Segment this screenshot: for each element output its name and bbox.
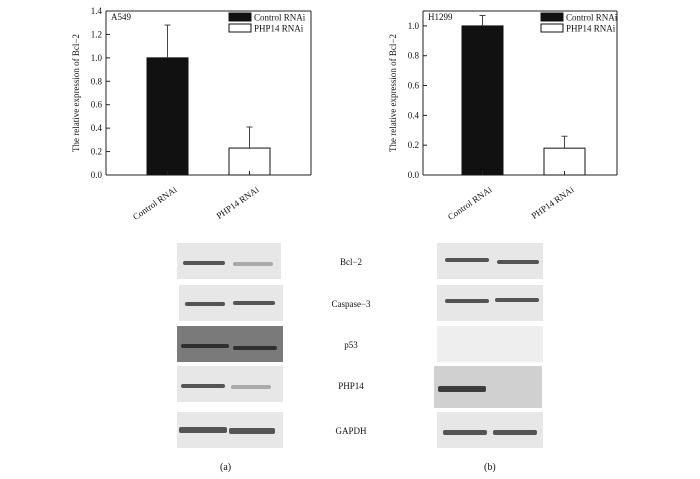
blot-b-gapdh xyxy=(437,412,543,448)
y-tick-label: 0.6 xyxy=(408,81,420,91)
band xyxy=(183,261,225,265)
bar xyxy=(146,57,189,176)
blot-a-p53 xyxy=(177,326,283,362)
band xyxy=(181,344,229,348)
band xyxy=(179,427,227,433)
panel-label-a: (a) xyxy=(220,462,232,473)
x-tick-label: PHP14 RNAi xyxy=(215,184,261,221)
y-tick-label: 0.8 xyxy=(91,76,103,86)
band xyxy=(233,301,275,305)
band xyxy=(185,302,225,306)
legend-swatch xyxy=(540,23,564,33)
y-tick-label: 0.6 xyxy=(91,100,103,110)
legend-label: PHP14 RNAi xyxy=(254,24,304,34)
legend-swatch xyxy=(540,12,564,22)
protein-label-p53: p53 xyxy=(344,340,358,350)
legend-label: PHP14 RNAi xyxy=(566,24,616,34)
band xyxy=(229,428,275,434)
blot-a-caspase3 xyxy=(179,285,283,321)
y-tick-label: 0.0 xyxy=(91,170,103,180)
protein-label-caspase3: Caspase−3 xyxy=(331,299,371,309)
protein-label-php14: PHP14 xyxy=(338,381,364,391)
legend-swatch xyxy=(228,23,252,33)
blot-b-bcl2 xyxy=(437,243,543,279)
y-tick-label: 0.8 xyxy=(408,51,420,61)
panel-cell-line-label: H1299 xyxy=(428,12,453,22)
band xyxy=(495,298,539,302)
y-tick-label: 1.4 xyxy=(91,6,103,16)
y-axis-label: The relative expression of Bcl−2 xyxy=(71,34,81,152)
y-tick-label: 1.2 xyxy=(91,29,102,39)
legend-label: Control RNAi xyxy=(254,13,306,23)
bar xyxy=(461,25,504,176)
blot-b-p53 xyxy=(437,326,543,362)
panel-label-b: (b) xyxy=(484,462,496,473)
blot-a-gapdh xyxy=(177,412,283,448)
legend-label: Control RNAi xyxy=(566,13,618,23)
bar xyxy=(228,147,271,176)
panel-cell-line-label: A549 xyxy=(111,12,131,22)
y-tick-label: 0.2 xyxy=(408,140,419,150)
y-tick-label: 1.0 xyxy=(91,53,103,63)
band xyxy=(233,262,273,266)
y-tick-label: 0.4 xyxy=(408,110,420,120)
band xyxy=(493,430,537,435)
band xyxy=(231,385,271,389)
y-tick-label: 0.4 xyxy=(91,123,103,133)
blot-b-php14 xyxy=(434,366,542,408)
band xyxy=(181,384,225,388)
y-tick-label: 1.0 xyxy=(408,21,420,31)
y-tick-label: 0.0 xyxy=(408,170,420,180)
y-tick-label: 0.2 xyxy=(91,147,102,157)
x-tick-label: Control RNAi xyxy=(446,184,494,222)
band xyxy=(497,260,539,264)
band xyxy=(233,346,277,350)
protein-label-bcl2: Bcl−2 xyxy=(339,257,363,267)
y-axis-label: The relative expression of Bcl−2 xyxy=(388,34,398,152)
band xyxy=(445,299,489,303)
blot-a-php14 xyxy=(177,366,283,402)
x-tick-label: Control RNAi xyxy=(131,184,179,222)
legend-swatch xyxy=(228,12,252,22)
band xyxy=(438,386,486,392)
x-tick-label: PHP14 RNAi xyxy=(530,184,576,221)
protein-label-gapdh: GAPDH xyxy=(335,426,367,436)
band xyxy=(445,258,489,262)
band xyxy=(443,430,487,435)
blot-b-caspase3 xyxy=(437,285,543,321)
blot-a-bcl2 xyxy=(177,243,281,279)
bar xyxy=(543,147,586,176)
